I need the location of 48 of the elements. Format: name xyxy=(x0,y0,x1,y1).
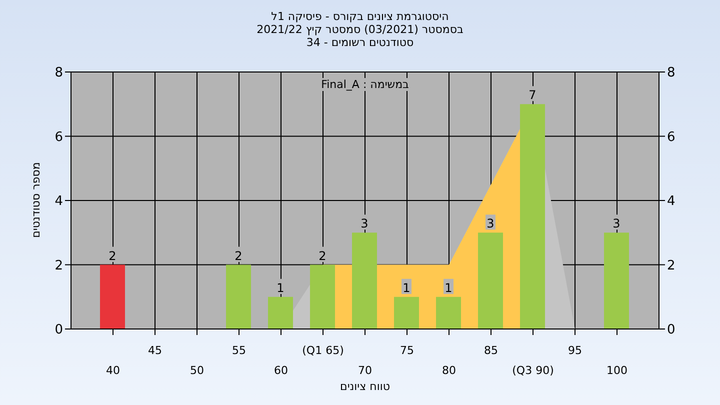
data-label: 1 xyxy=(402,280,410,295)
data-label: 2 xyxy=(108,248,116,263)
data-label: 3 xyxy=(612,216,620,231)
annotation: במשימה : Final_A xyxy=(318,78,412,91)
y-tick-label: 2 xyxy=(54,258,63,274)
bar xyxy=(226,264,251,329)
data-label: 2 xyxy=(234,248,242,263)
x-tick-label: 40 xyxy=(106,364,120,377)
x-tick-label: (Q1 65) xyxy=(302,344,344,357)
y-tick-label: 4 xyxy=(54,194,63,210)
bar xyxy=(520,104,545,329)
x-tick-label: 70 xyxy=(358,364,372,377)
bar xyxy=(604,232,629,329)
bar xyxy=(100,264,125,329)
x-tick-label: 50 xyxy=(190,364,204,377)
data-label: 3 xyxy=(486,216,494,231)
x-tick-label: (Q3 90) xyxy=(512,364,554,377)
bar xyxy=(268,296,293,329)
x-tick-label: 60 xyxy=(274,364,288,377)
data-label: 2 xyxy=(318,248,326,263)
bar xyxy=(436,296,461,329)
bar xyxy=(478,232,503,329)
y-tick-label: 0 xyxy=(54,322,63,338)
data-label: 1 xyxy=(276,280,284,295)
x-tick-label: 100 xyxy=(606,364,628,377)
x-tick-label: 85 xyxy=(484,344,498,357)
chart-subtitle: בסמסטר (03/2021) סמסטר קיץ 2021/22 סטודנטים רשומים - 34 xyxy=(256,23,464,49)
chart-title: היסטוגרמת ציונים בקורס - פיסיקה 1ל xyxy=(270,10,450,23)
y2-tick-label: 8 xyxy=(667,66,676,81)
x-tick-label: 95 xyxy=(568,344,582,357)
x-tick-label: 75 xyxy=(400,344,414,357)
data-label: 1 xyxy=(444,280,452,295)
x-tick-label: 80 xyxy=(442,364,456,377)
data-label: 3 xyxy=(360,216,368,231)
bar xyxy=(310,264,335,329)
y-axis-title: מספר סטודנטים xyxy=(30,162,42,238)
x-axis-title: טווח ציונים xyxy=(339,380,391,393)
bar xyxy=(394,296,419,329)
y2-tick-label: 0 xyxy=(667,322,676,338)
y-tick-label: 8 xyxy=(54,66,63,81)
bar xyxy=(352,232,377,329)
x-tick-label: 55 xyxy=(232,344,246,357)
y-tick-label: 6 xyxy=(54,130,63,145)
y2-tick-label: 4 xyxy=(667,194,676,210)
y2-tick-label: 2 xyxy=(667,258,676,274)
x-tick-label: 45 xyxy=(148,344,162,357)
y2-tick-label: 6 xyxy=(667,130,676,145)
data-label: 7 xyxy=(528,88,536,102)
